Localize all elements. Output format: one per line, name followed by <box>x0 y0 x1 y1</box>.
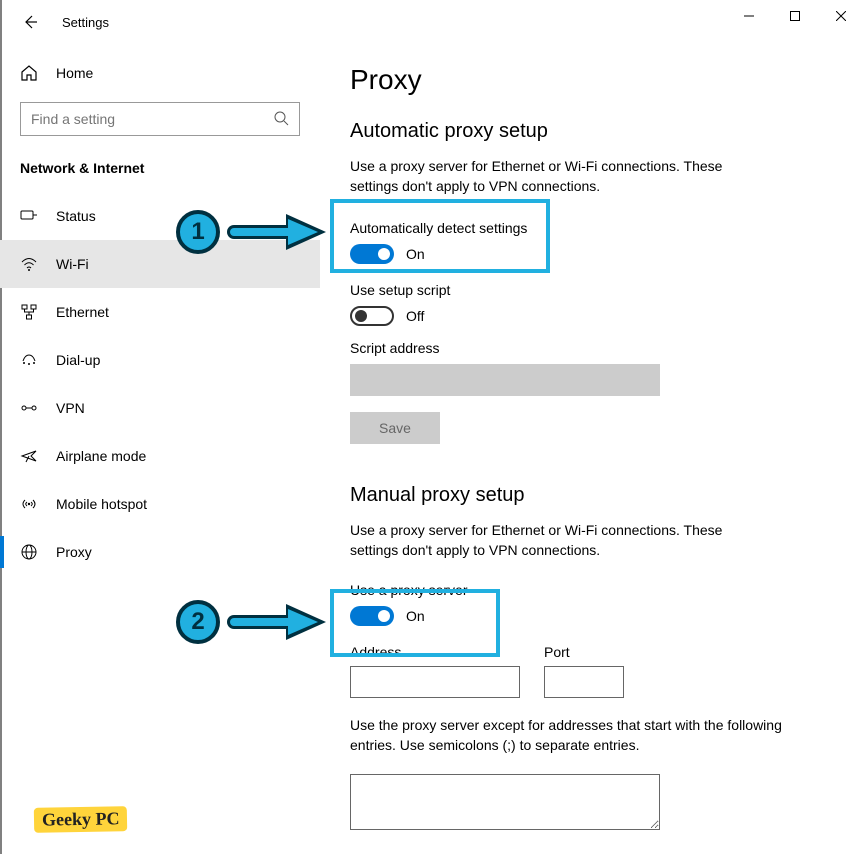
script-address-input[interactable] <box>350 364 660 396</box>
auto-detect-toggle[interactable] <box>350 244 394 264</box>
port-label: Port <box>544 644 624 660</box>
window-title: Settings <box>62 15 109 30</box>
sidebar-item-vpn[interactable]: VPN <box>0 384 320 432</box>
script-address-label: Script address <box>350 340 834 356</box>
nav-label: Proxy <box>56 544 92 560</box>
sidebar-item-airplane[interactable]: Airplane mode <box>0 432 320 480</box>
status-icon <box>20 207 40 225</box>
sidebar-home-label: Home <box>56 65 93 81</box>
sidebar-item-hotspot[interactable]: Mobile hotspot <box>0 480 320 528</box>
port-input[interactable] <box>544 666 624 698</box>
exceptions-desc: Use the proxy server except for addresse… <box>350 716 790 755</box>
airplane-icon <box>20 447 40 465</box>
nav-label: Dial-up <box>56 352 100 368</box>
sidebar-item-status[interactable]: Status <box>0 192 320 240</box>
ethernet-icon <box>20 303 40 321</box>
close-button[interactable] <box>818 0 864 32</box>
minimize-button[interactable] <box>726 0 772 32</box>
main-content: Proxy Automatic proxy setup Use a proxy … <box>320 44 864 854</box>
nav-label: Mobile hotspot <box>56 496 147 512</box>
auto-detect-label: Automatically detect settings <box>350 220 834 236</box>
sidebar-category: Network & Internet <box>0 154 320 192</box>
sidebar: Home Network & Internet Status Wi-Fi Eth… <box>0 44 320 854</box>
save-button[interactable]: Save <box>350 412 440 444</box>
setup-script-label: Use setup script <box>350 282 834 298</box>
home-icon <box>20 64 40 82</box>
address-label: Address <box>350 644 520 660</box>
nav-label: Airplane mode <box>56 448 146 464</box>
sidebar-item-wifi[interactable]: Wi-Fi <box>0 240 320 288</box>
manual-heading: Manual proxy setup <box>350 484 834 507</box>
watermark: Geeky PC <box>34 806 128 833</box>
search-box[interactable] <box>20 102 300 136</box>
exceptions-input[interactable] <box>350 774 660 830</box>
search-input[interactable] <box>31 111 273 127</box>
nav-label: Wi-Fi <box>56 256 89 272</box>
vpn-icon <box>20 399 40 417</box>
setup-script-toggle[interactable] <box>350 306 394 326</box>
sidebar-item-ethernet[interactable]: Ethernet <box>0 288 320 336</box>
proxy-icon <box>20 543 40 561</box>
search-icon <box>273 110 289 129</box>
page-title: Proxy <box>350 64 834 96</box>
use-proxy-toggle[interactable] <box>350 606 394 626</box>
use-proxy-state: On <box>406 608 425 624</box>
hotspot-icon <box>20 495 40 513</box>
wifi-icon <box>20 255 40 273</box>
nav-label: VPN <box>56 400 85 416</box>
manual-desc: Use a proxy server for Ethernet or Wi-Fi… <box>350 521 770 560</box>
sidebar-item-dialup[interactable]: Dial-up <box>0 336 320 384</box>
auto-heading: Automatic proxy setup <box>350 120 834 143</box>
sidebar-home[interactable]: Home <box>0 54 320 92</box>
auto-desc: Use a proxy server for Ethernet or Wi-Fi… <box>350 157 770 196</box>
auto-detect-state: On <box>406 246 425 262</box>
address-input[interactable] <box>350 666 520 698</box>
setup-script-state: Off <box>406 308 424 324</box>
maximize-button[interactable] <box>772 0 818 32</box>
titlebar: Settings <box>0 0 864 44</box>
nav-label: Status <box>56 208 96 224</box>
window-controls <box>726 0 864 32</box>
back-button[interactable] <box>18 10 42 34</box>
dialup-icon <box>20 351 40 369</box>
use-proxy-label: Use a proxy server <box>350 582 834 598</box>
nav-label: Ethernet <box>56 304 109 320</box>
sidebar-item-proxy[interactable]: Proxy <box>0 528 320 576</box>
